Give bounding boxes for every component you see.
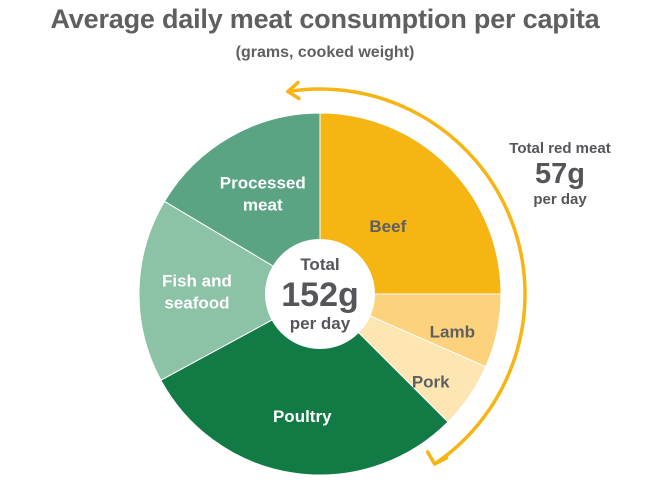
slice-label-pork: Pork	[412, 373, 450, 392]
chart-title: Average daily meat consumption per capit…	[50, 4, 600, 34]
pie-slice-processed-meat	[163, 112, 321, 295]
red-meat-arrow-arc	[286, 87, 527, 466]
center-total-unit: per day	[290, 314, 351, 333]
center-hole	[265, 239, 375, 349]
slice-label-processed-meat: Processed meat	[220, 173, 306, 214]
slice-label-fish-and-seafood: Fish and seafood	[162, 271, 232, 312]
pie-slice-labels: Beef Lamb Pork Poultry Fish and seafood Proces…	[162, 173, 475, 426]
slice-label-lamb: Lamb	[430, 323, 475, 342]
center-total-value: 152g	[281, 276, 359, 314]
red-meat-unit: per day	[533, 191, 587, 208]
slice-label-beef: Beef	[369, 217, 406, 236]
center-total-label: Total	[300, 255, 339, 274]
pie-slice-fish-and-seafood	[138, 200, 322, 381]
red-meat-label: Total red meat	[509, 140, 611, 157]
slice-label-poultry: Poultry	[273, 407, 332, 426]
red-meat-arrow-head-top	[286, 80, 301, 101]
red-meat-annotation: Total red meat 57g per day	[488, 140, 632, 208]
pie-slice-poultry	[160, 293, 449, 476]
chart-subtitle: (grams, cooked weight)	[235, 44, 415, 61]
red-meat-value: 57g	[535, 158, 585, 190]
pie-slice-beef	[319, 112, 502, 295]
red-meat-arrow-head-bottom	[425, 450, 449, 466]
